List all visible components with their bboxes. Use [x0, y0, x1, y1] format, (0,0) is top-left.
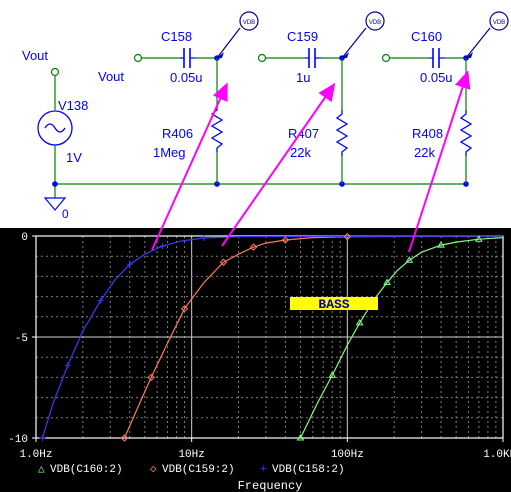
probe-label: VDB	[243, 20, 255, 26]
data-point	[219, 258, 228, 266]
vdb-probe-icon[interactable]	[365, 11, 385, 31]
probe-lead	[465, 27, 491, 59]
vdb-probe-icon[interactable]	[489, 11, 509, 31]
probe-lead	[216, 27, 241, 59]
data-point	[296, 434, 305, 441]
cap-value: 1u	[296, 70, 310, 85]
ground-label: 0	[62, 207, 69, 221]
data-point	[328, 371, 337, 378]
legend-marker: △	[38, 464, 45, 476]
data-point	[405, 256, 414, 263]
input-terminal[interactable]	[381, 53, 391, 63]
legend: △ VDB(C160:2) ◇ VDB(C159:2) + VDB(C158:2)	[38, 464, 345, 476]
resistor-r406[interactable]	[210, 105, 224, 152]
legend-label: VDB(C160:2)	[50, 464, 123, 476]
input-terminal[interactable]	[133, 53, 143, 63]
data-point	[180, 305, 189, 313]
probe-label: VDB	[493, 20, 505, 26]
frequency-response-plot: 1.0Hz 10Hz 100Hz 1.0KHz 0 -5 -10 △ VDB(C160:2) ◇…	[0, 228, 511, 492]
vout-label: Vout	[22, 48, 48, 63]
data-point	[475, 235, 483, 242]
cap-name: C158	[161, 29, 192, 44]
res-name: R407	[288, 126, 319, 141]
res-value: 22k	[414, 145, 435, 160]
x-axis-label: Frequency	[238, 479, 303, 492]
axis-ticks: 1.0Hz 10Hz 100Hz 1.0KHz 0 -5 -10	[8, 232, 511, 461]
schematic: Vout V138 1V 0 Vout VDB C15	[0, 0, 511, 228]
y-tick-label: 0	[21, 232, 28, 244]
stage-3: VDB C160 0.05u R408 22k	[381, 11, 509, 184]
probe-lead	[341, 27, 367, 59]
source-name: V138	[58, 98, 88, 113]
cap-value: 0.05u	[170, 70, 203, 85]
x-tick-label: 100Hz	[331, 449, 364, 461]
svg-text:BASS: BASS	[318, 297, 349, 312]
stage-1: VDB C158 0.05u R406 1Meg	[133, 11, 259, 184]
source-value: 1V	[66, 150, 82, 165]
x-tick-label: 1.0KHz	[483, 449, 511, 461]
res-name: R406	[162, 126, 193, 141]
annotation-bass: BASS	[290, 297, 378, 312]
data-point	[355, 318, 364, 326]
voltage-source-v138[interactable]	[37, 110, 73, 146]
input-terminal[interactable]	[257, 53, 267, 63]
probe-label: VDB	[369, 20, 381, 26]
resistor-r407[interactable]	[335, 110, 349, 156]
stage-2: VDB C159 1u R407 22k	[257, 11, 385, 184]
y-tick-label: -10	[8, 434, 28, 446]
legend-label: VDB(C158:2)	[272, 464, 345, 476]
capacitor-c158[interactable]	[180, 48, 196, 68]
x-tick-label: 1.0Hz	[19, 449, 52, 461]
capacitor-c160[interactable]	[429, 48, 445, 68]
grid	[36, 236, 503, 438]
y-tick-label: -5	[15, 333, 28, 345]
cap-value: 0.05u	[420, 70, 453, 85]
cap-name: C160	[411, 29, 442, 44]
res-value: 22k	[290, 145, 311, 160]
data-point	[343, 232, 352, 241]
res-name: R408	[412, 126, 443, 141]
legend-label: VDB(C159:2)	[162, 464, 235, 476]
data-point	[147, 373, 155, 382]
cap-name: C159	[287, 29, 318, 44]
capacitor-c159[interactable]	[305, 48, 321, 68]
legend-marker: ◇	[150, 464, 157, 476]
data-point	[383, 278, 391, 285]
x-tick-label: 10Hz	[178, 449, 204, 461]
legend-marker: +	[260, 464, 267, 476]
vout-terminal[interactable]	[50, 67, 60, 77]
data-point	[120, 434, 129, 442]
resistor-r408[interactable]	[459, 110, 473, 156]
vdb-probe-icon[interactable]	[239, 11, 259, 31]
junction-dot	[52, 181, 58, 187]
vout-label-2: Vout	[98, 69, 124, 84]
res-value: 1Meg	[153, 145, 186, 160]
ground-symbol	[43, 197, 67, 211]
